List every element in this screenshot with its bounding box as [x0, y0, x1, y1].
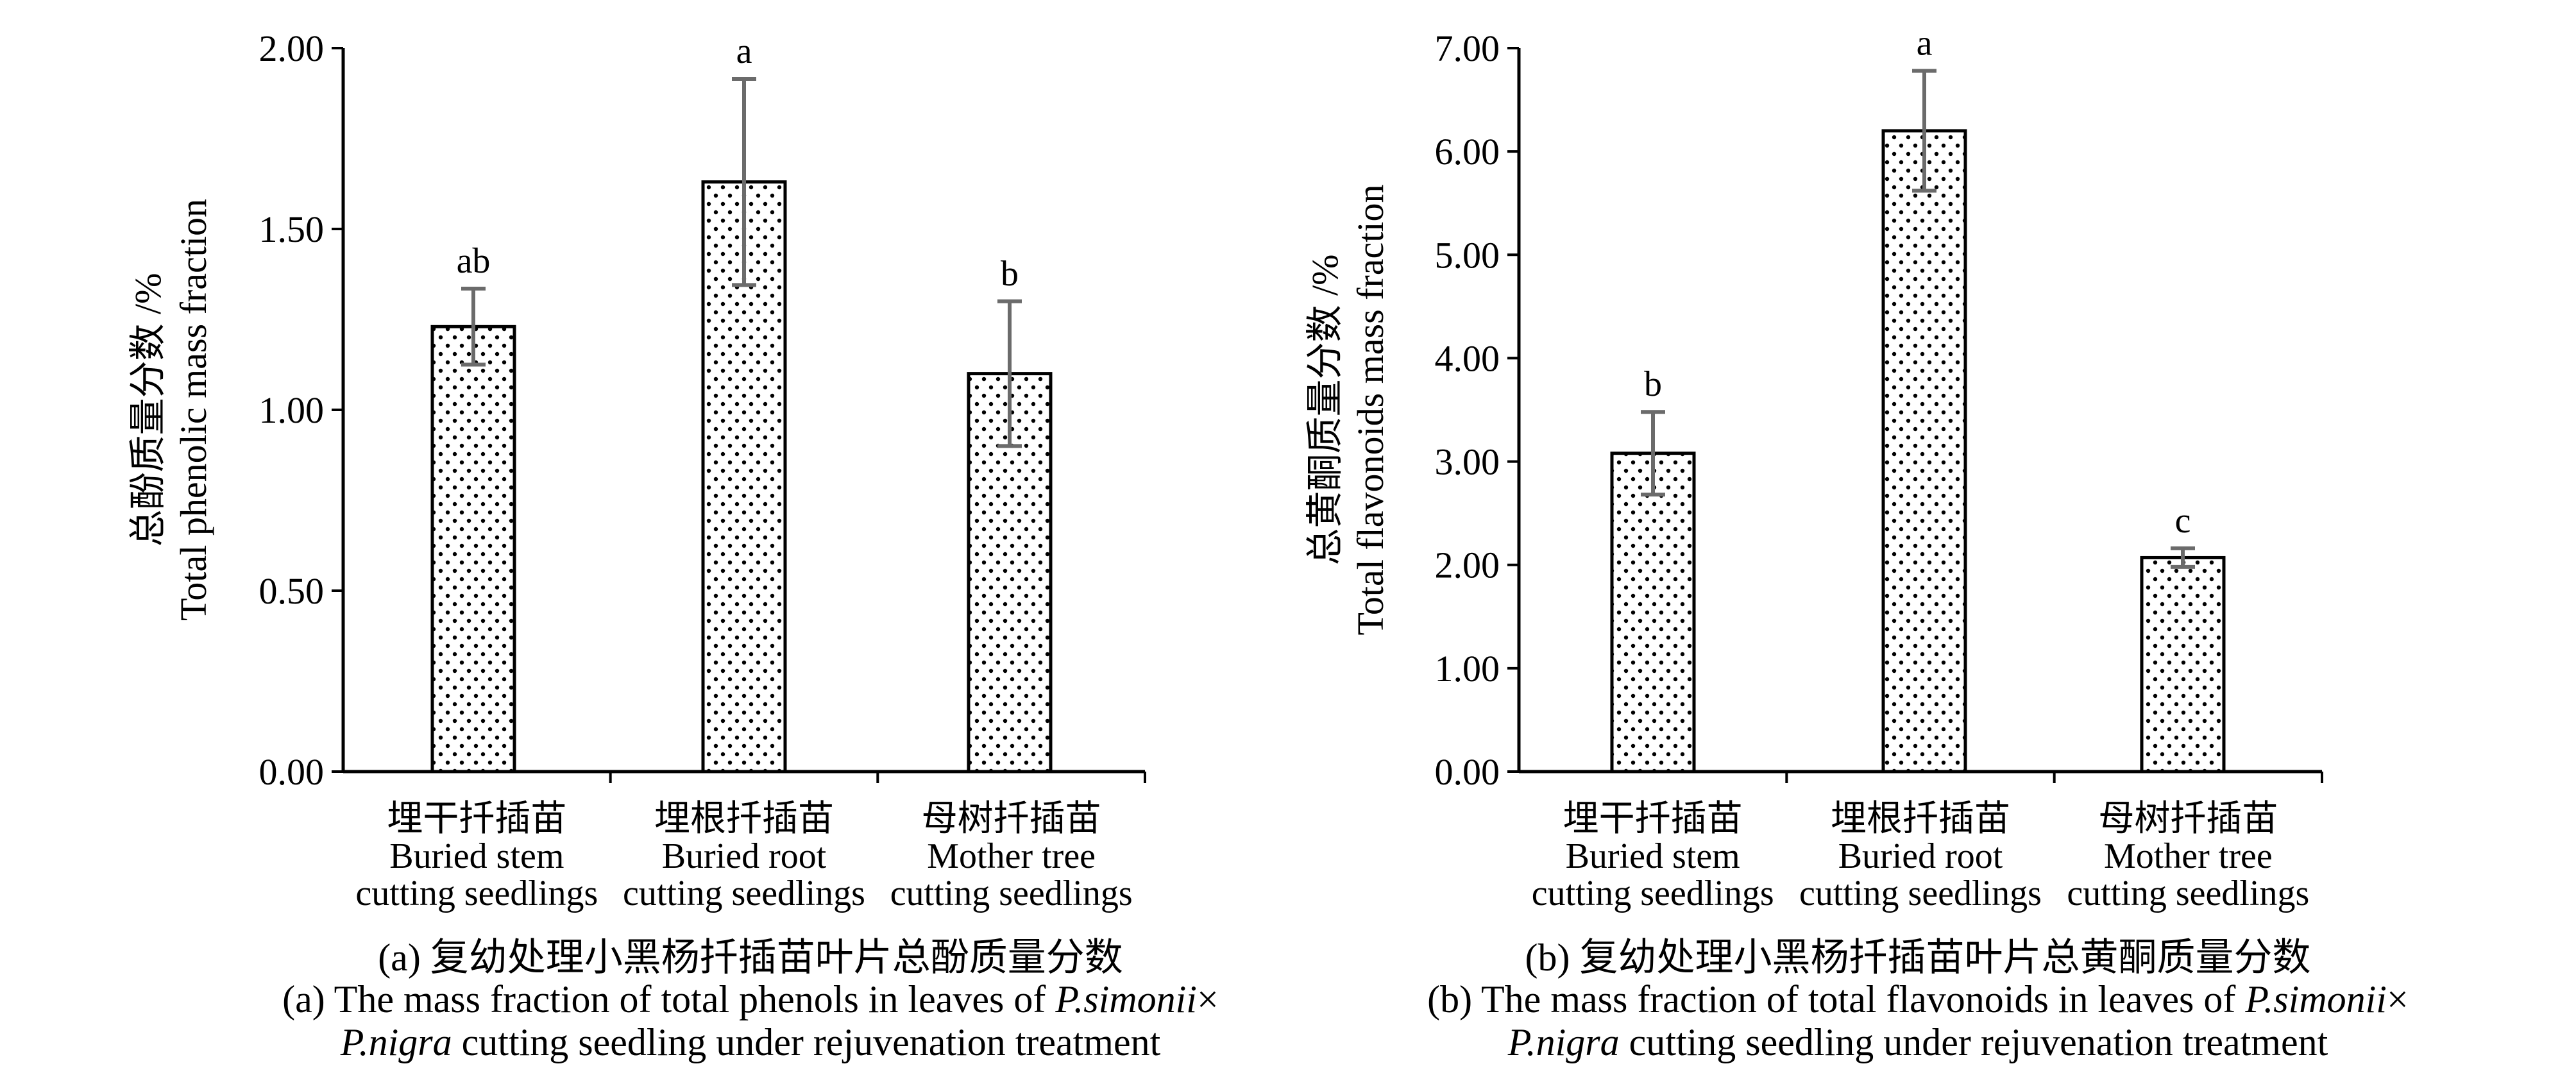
panel-b-caption-en-line2-post: cutting seedling under rejuvenation trea… — [1620, 1021, 2328, 1063]
panel-b-y-tick-label: 2.00 — [1435, 545, 1500, 586]
panel-a-caption-en-line1-post: × — [1197, 978, 1219, 1020]
panel-a-y-tick-label: 1.00 — [259, 389, 325, 431]
panel-b-x-category-label-zh: 埋根扦插苗 — [1831, 799, 2010, 839]
panel-b-x-category-label-en2: cutting seedlings — [1532, 874, 1774, 913]
panel-a-y-tick-label: 2.00 — [259, 28, 325, 69]
panel-a-x-category-label-en1: Buried root — [662, 836, 827, 876]
panel-b-x-category-label-zh: 埋干扦插苗 — [1563, 799, 1743, 839]
panel-a-y-axis-label-en: Total phenolic mass fraction — [173, 199, 214, 621]
panel-a-y-tick-label: 1.50 — [259, 208, 325, 250]
panel-b-caption-en-line2: P.nigra cutting seedling under rejuvenat… — [1507, 1021, 2328, 1063]
panel-b-caption-species-1: P.simonii — [2244, 978, 2387, 1020]
panel-b-y-tick-label: 3.00 — [1435, 441, 1500, 483]
panel-a-x-category-label-zh: 母树扦插苗 — [922, 799, 1101, 839]
panel-a-caption-en-line2: P.nigra cutting seedling under rejuvenat… — [340, 1021, 1161, 1063]
panel-b-x-category-label-en1: Buried stem — [1566, 836, 1740, 876]
panel-b-y-axis-label-zh: 总黄酮质量分数 /% — [1304, 255, 1346, 566]
panel-a-x-category-label-zh: 埋根扦插苗 — [654, 799, 834, 839]
panel-a-x-category-label-en2: cutting seedlings — [890, 874, 1133, 913]
panel-b-caption-zh: (b) 复幼处理小黑杨扦插苗叶片总黄酮质量分数 — [1525, 936, 2311, 979]
panel-b-y-tick-label: 0.00 — [1435, 751, 1500, 793]
panel-b-y-tick-label: 6.00 — [1435, 131, 1500, 173]
panel-a-y-tick-label: 0.50 — [259, 570, 325, 612]
panel-b-x-category-label-zh: 母树扦插苗 — [2098, 799, 2278, 839]
panel-a-caption-zh: (a) 复幼处理小黑杨扦插苗叶片总酚质量分数 — [378, 936, 1123, 979]
panel-b-y-axis-label-en: Total flavonoids mass fraction — [1350, 184, 1391, 635]
panel-a-x-category-label-en2: cutting seedlings — [355, 874, 598, 913]
panel-a-caption-en-line1-pre: (a) The mass fraction of total phenols i… — [282, 978, 1055, 1020]
panel-a-caption-en-line2-post: cutting seedling under rejuvenation trea… — [452, 1021, 1161, 1063]
panel-b-x-category-label-en1: Buried root — [1838, 836, 2003, 876]
panel-b-caption-en-line1-pre: (b) The mass fraction of total flavonoid… — [1427, 978, 2245, 1020]
panel-b-bar — [1610, 452, 1696, 774]
panel-b-y-tick-label: 7.00 — [1435, 28, 1500, 69]
panel-a-significance-letter: b — [1001, 254, 1019, 294]
panel-a-significance-letter: a — [736, 31, 752, 71]
panel-a-x-category-label-en1: Mother tree — [927, 836, 1096, 876]
panel-a-bar — [430, 325, 516, 774]
panel-b-bar — [1881, 129, 1967, 774]
panel-a-y-axis-label-zh: 总酚质量分数 /% — [127, 273, 169, 547]
panel-b-significance-letter: a — [1917, 23, 1933, 63]
panel-b-y-tick-label: 5.00 — [1435, 234, 1500, 276]
panel-b-y-tick-label: 4.00 — [1435, 337, 1500, 379]
panel-b-caption-species-2: P.nigra — [1507, 1021, 1620, 1063]
panel-b-x-category-label-en1: Mother tree — [2104, 836, 2273, 876]
panel-b-caption-en-line1: (b) The mass fraction of total flavonoid… — [1427, 978, 2409, 1020]
panel-a-caption-en-line1: (a) The mass fraction of total phenols i… — [282, 978, 1219, 1020]
panel-b-x-category-label-en2: cutting seedlings — [2067, 874, 2309, 913]
panel-b-significance-letter: b — [1644, 364, 1662, 404]
panel-a-caption-species-1: P.simonii — [1055, 978, 1197, 1020]
panel-a-x-category-label-en1: Buried stem — [389, 836, 564, 876]
panel-a-caption-species-2: P.nigra — [340, 1021, 452, 1063]
panel-b-caption-en-line1-post: × — [2387, 978, 2409, 1020]
panel-a-x-category-label-zh: 埋干扦插苗 — [387, 799, 566, 839]
panel-a-y-tick-label: 0.00 — [259, 751, 325, 793]
panel-b-y-tick-label: 1.00 — [1435, 648, 1500, 689]
panel-b-flavonoids-chart: 0.001.002.003.004.005.006.007.00b埋干扦插苗Bu… — [1304, 23, 2409, 1063]
panel-b-bar — [2140, 555, 2226, 774]
panel-a-significance-letter: ab — [457, 241, 491, 281]
panel-b-significance-letter: c — [2175, 501, 2191, 541]
panel-b-x-category-label-en2: cutting seedlings — [1799, 874, 2042, 913]
panel-a-x-category-label-en2: cutting seedlings — [623, 874, 865, 913]
